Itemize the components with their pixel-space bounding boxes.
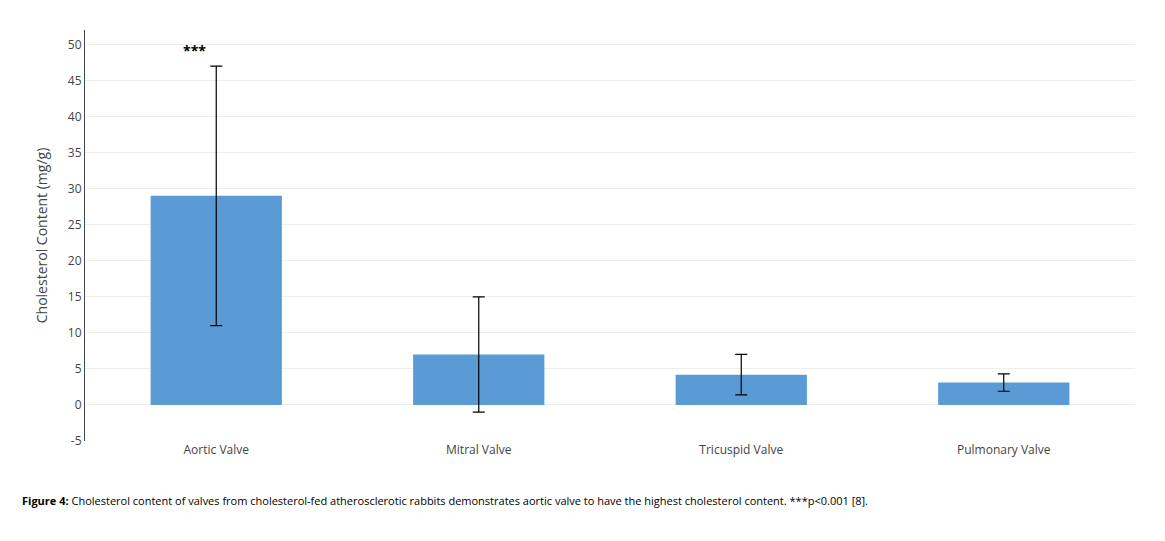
- svg-text:20: 20: [68, 252, 82, 269]
- svg-text:10: 10: [68, 324, 82, 341]
- svg-text:25: 25: [68, 216, 82, 233]
- svg-text:Pulmonary Valve: Pulmonary Valve: [957, 441, 1051, 458]
- svg-text:Tricuspid Valve: Tricuspid Valve: [699, 441, 783, 458]
- svg-text:Aortic Valve: Aortic Valve: [184, 441, 250, 458]
- svg-text:0: 0: [75, 396, 82, 413]
- svg-text:45: 45: [68, 72, 82, 89]
- svg-text:Figure 4: Cholesterol content: Figure 4: Cholesterol content of valves …: [22, 493, 868, 508]
- svg-text:15: 15: [68, 288, 82, 305]
- svg-text:Mitral Valve: Mitral Valve: [446, 441, 512, 458]
- svg-text:50: 50: [68, 36, 82, 53]
- svg-text:30: 30: [68, 180, 82, 197]
- svg-text:-5: -5: [71, 432, 82, 449]
- svg-text:5: 5: [75, 360, 82, 377]
- svg-text:40: 40: [68, 108, 82, 125]
- svg-text:35: 35: [68, 144, 82, 161]
- svg-text:Cholesterol Content (mg/g): Cholesterol Content (mg/g): [32, 148, 51, 324]
- svg-text:***: ***: [183, 41, 206, 60]
